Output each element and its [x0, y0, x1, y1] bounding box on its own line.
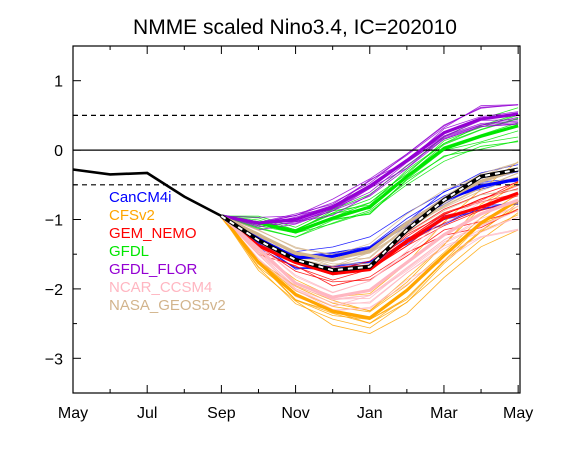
- y-tick-label: −2: [45, 282, 63, 299]
- series-mean-gem-nemo: [220, 191, 519, 276]
- y-tick-label: 0: [54, 143, 63, 160]
- legend-entry-cancm4i: CanCM4i: [109, 189, 172, 206]
- x-tick-label: May: [503, 405, 533, 422]
- x-tick-label: Nov: [281, 405, 309, 422]
- series-mean-cfsv2: [220, 198, 519, 320]
- observed-line: [72, 168, 223, 218]
- x-tick-label: May: [58, 405, 88, 422]
- member-line-gfdl: [221, 130, 519, 238]
- legend-entry-nasa-geos5v2: NASA_GEOS5v2: [109, 297, 226, 314]
- member-line-gfdl: [221, 118, 519, 231]
- member-line-gem-nemo: [221, 210, 519, 283]
- chart-title: NMME scaled Nino3.4, IC=202010: [133, 16, 457, 39]
- legend-entry-gfdl-flor: GFDL_FLOR: [109, 261, 198, 278]
- member-line-ncar-ccsm4: [221, 210, 519, 301]
- plot-axes: −3 −2 −1 0 1 May Jul Sep Nov Jan Mar May: [45, 45, 533, 422]
- member-line-gfdl: [221, 113, 519, 231]
- legend: CanCM4iCFSv2GEM_NEMOGFDLGFDL_FLORNCAR_CC…: [109, 189, 226, 314]
- legend-entry-gfdl: GFDL: [109, 243, 149, 260]
- series-mean-gfdl: [221, 124, 519, 234]
- y-tick-label: −3: [45, 351, 63, 368]
- member-line-gfdl-flor: [221, 104, 519, 218]
- series-mean-gfdl-flor: [221, 112, 519, 225]
- ensemble-mean-line-dash: [220, 168, 519, 272]
- reference-lines: [73, 114, 520, 186]
- model-means: [72, 112, 519, 320]
- legend-entry-cfsv2: CFSv2: [109, 207, 155, 224]
- y-tick-label: 1: [54, 74, 63, 91]
- x-tick-label: Mar: [430, 405, 458, 422]
- legend-entry-gem-nemo: GEM_NEMO: [109, 225, 197, 242]
- member-line-gfdl-flor: [221, 122, 519, 226]
- x-tick-label: Sep: [207, 405, 236, 422]
- member-line-ncar-ccsm4: [221, 215, 519, 310]
- member-line-cfsv2: [221, 212, 519, 329]
- member-line-cfsv2: [221, 215, 519, 335]
- x-tick-label: Jul: [137, 405, 157, 422]
- series-mean-nasa-geos5v2: [220, 167, 519, 262]
- member-line-gfdl-flor: [221, 123, 519, 231]
- member-line-cfsv2: [221, 202, 519, 324]
- member-line-cfsv2: [221, 193, 519, 313]
- member-line-gfdl-flor: [221, 104, 519, 223]
- x-tick-label: Jan: [357, 405, 383, 422]
- legend-entry-ncar-ccsm4: NCAR_CCSM4: [109, 279, 212, 296]
- y-tick-label: −1: [45, 213, 63, 230]
- series-mean-ncar-ccsm4: [220, 198, 519, 299]
- member-line-gfdl: [221, 140, 519, 238]
- member-line-ncar-ccsm4: [221, 206, 519, 300]
